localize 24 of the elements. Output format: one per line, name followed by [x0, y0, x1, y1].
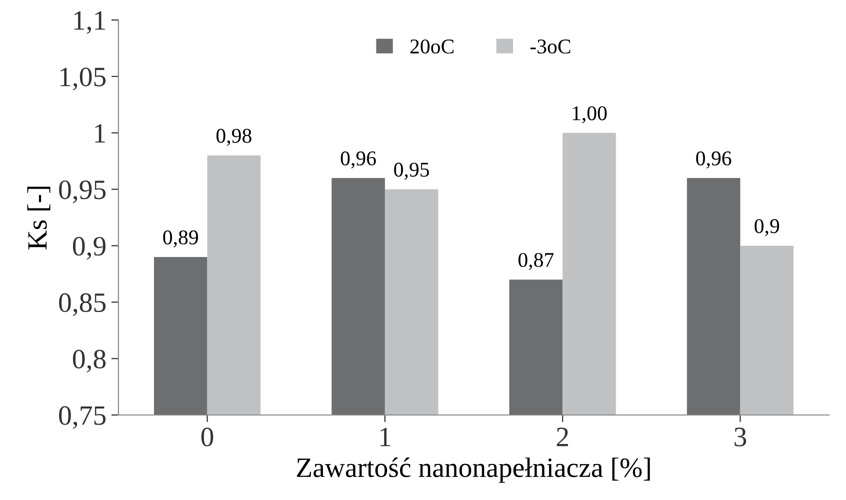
- y-tick-label: 0,95: [59, 180, 106, 204]
- data-label: 0,95: [394, 162, 429, 180]
- y-tick-label: 1,05: [60, 68, 106, 90]
- data-label: 1,00: [572, 106, 607, 124]
- data-label: 0,89: [163, 230, 198, 248]
- y-tick-label: 1,1: [74, 11, 105, 34]
- legend-label: 20oC: [410, 39, 454, 54]
- y-tick-label: 0,85: [59, 293, 106, 316]
- data-label: 0,87: [518, 252, 554, 270]
- data-label: 0,98: [216, 128, 252, 146]
- x-tick-label: 0: [201, 428, 214, 446]
- y-tick-label: 0,75: [59, 406, 106, 429]
- legend-label: -3oC: [530, 40, 570, 54]
- y-tick-label: 1: [95, 124, 105, 142]
- y-axis-title: Ks [-]: [27, 186, 50, 250]
- data-label: 0,9: [754, 219, 780, 236]
- y-tick-label: 0,8: [72, 350, 106, 372]
- x-tick-label: 2: [556, 428, 568, 446]
- x-tick-label: 1: [380, 428, 390, 446]
- data-label: 0,96: [696, 151, 732, 168]
- x-tick-label: 3: [734, 428, 746, 446]
- x-axis-title: Zawartość nanonapełniacza [%]: [296, 458, 650, 483]
- y-tick-label: 0,9: [72, 236, 106, 260]
- data-label: 0,96: [340, 151, 376, 168]
